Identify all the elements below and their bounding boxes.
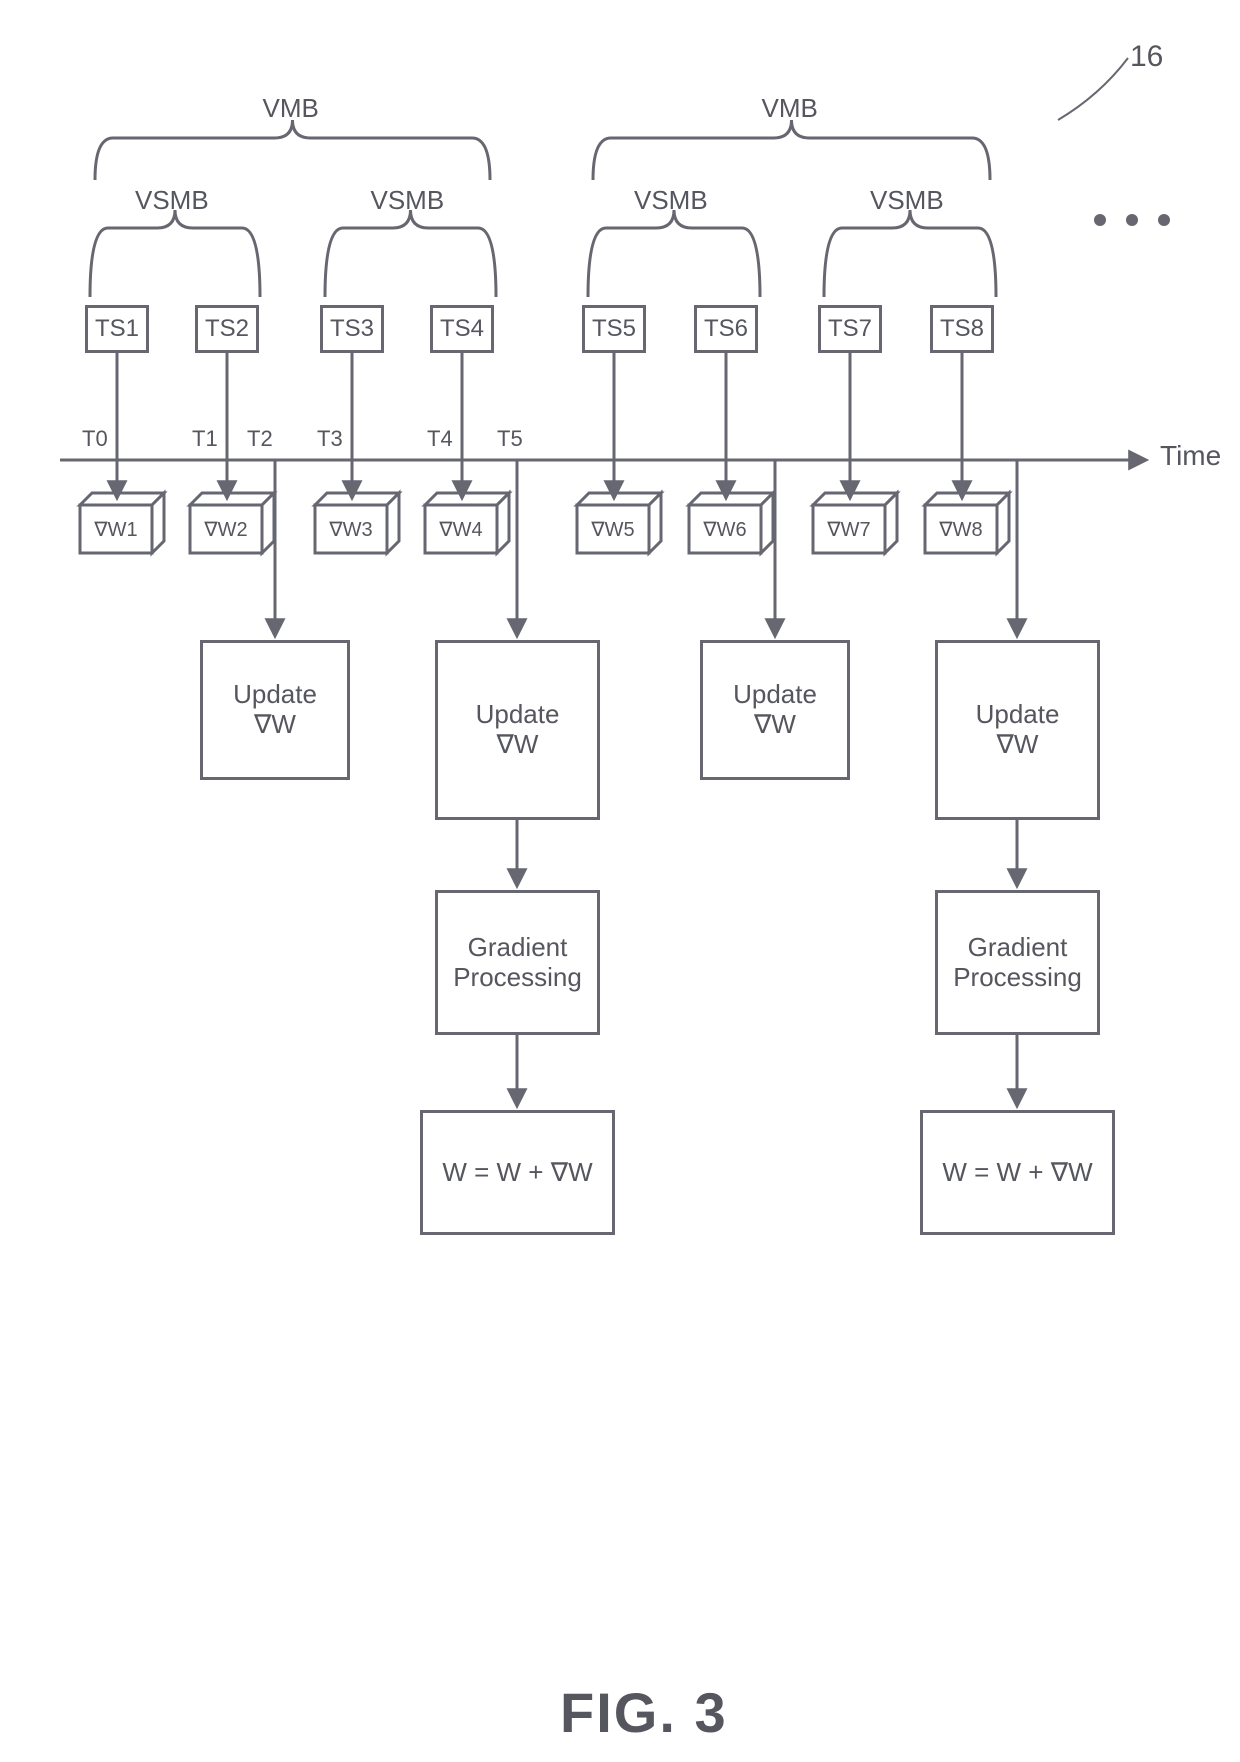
training-sample-box-ts7: TS7	[818, 305, 882, 353]
gradient-weight-box-gw7: ∇W7	[813, 517, 885, 542]
gradient-weight-box-gw1: ∇W1	[80, 517, 152, 542]
vsmb-brace-label-vsmb2: VSMB	[371, 185, 445, 216]
training-sample-label: TS2	[205, 315, 249, 342]
time-tick-label-t0: T0	[82, 426, 108, 452]
gradient-weight-box-gw5: ∇W5	[577, 517, 649, 542]
vmb-brace-label-vmb2: VMB	[762, 93, 818, 124]
process-box-gpA: GradientProcessing	[435, 890, 600, 1035]
time-tick-label-t2: T2	[247, 426, 273, 452]
training-sample-label: TS3	[330, 315, 374, 342]
process-box-label: GradientProcessing	[953, 933, 1082, 993]
gradient-weight-box-gw8: ∇W8	[925, 517, 997, 542]
process-box-label: GradientProcessing	[453, 933, 582, 993]
vsmb-brace-label-vsmb3: VSMB	[634, 185, 708, 216]
training-sample-label: TS4	[440, 315, 484, 342]
time-axis-label: Time	[1160, 440, 1221, 472]
training-sample-label: TS6	[704, 315, 748, 342]
process-box-label: W = W + ∇W	[942, 1158, 1092, 1188]
time-tick-label-t5: T5	[497, 426, 523, 452]
gradient-weight-box-gw3: ∇W3	[315, 517, 387, 542]
time-tick-label-t4: T4	[427, 426, 453, 452]
training-sample-box-ts2: TS2	[195, 305, 259, 353]
gradient-weight-box-gw2: ∇W2	[190, 517, 262, 542]
figure-ref-number: 16	[1130, 40, 1163, 74]
training-sample-label: TS1	[95, 315, 139, 342]
training-sample-label: TS7	[828, 315, 872, 342]
process-box-label: Update∇W	[733, 680, 817, 740]
diagram-svg-layer	[0, 0, 1240, 1762]
figure-caption: FIG. 3	[560, 1680, 728, 1745]
training-sample-box-ts4: TS4	[430, 305, 494, 353]
process-box-label: Update∇W	[233, 680, 317, 740]
training-sample-box-ts3: TS3	[320, 305, 384, 353]
process-box-wA: W = W + ∇W	[420, 1110, 615, 1235]
gradient-weight-box-gw4: ∇W4	[425, 517, 497, 542]
process-box-updA: Update∇W	[435, 640, 600, 820]
time-tick-label-t3: T3	[317, 426, 343, 452]
training-sample-box-ts8: TS8	[930, 305, 994, 353]
training-sample-label: TS5	[592, 315, 636, 342]
process-box-gpB: GradientProcessing	[935, 890, 1100, 1035]
training-sample-box-ts1: TS1	[85, 305, 149, 353]
process-box-label: Update∇W	[476, 700, 560, 760]
process-box-label: Update∇W	[976, 700, 1060, 760]
training-sample-label: TS8	[940, 315, 984, 342]
time-tick-label-t1: T1	[192, 426, 218, 452]
gradient-weight-box-gw6: ∇W6	[689, 517, 761, 542]
vsmb-brace-label-vsmb4: VSMB	[870, 185, 944, 216]
process-box-wB: W = W + ∇W	[920, 1110, 1115, 1235]
process-box-upd2: Update∇W	[700, 640, 850, 780]
training-sample-box-ts6: TS6	[694, 305, 758, 353]
vsmb-brace-label-vsmb1: VSMB	[135, 185, 209, 216]
process-box-label: W = W + ∇W	[442, 1158, 592, 1188]
process-box-updB: Update∇W	[935, 640, 1100, 820]
vmb-brace-label-vmb1: VMB	[263, 93, 319, 124]
process-box-upd1: Update∇W	[200, 640, 350, 780]
training-sample-box-ts5: TS5	[582, 305, 646, 353]
